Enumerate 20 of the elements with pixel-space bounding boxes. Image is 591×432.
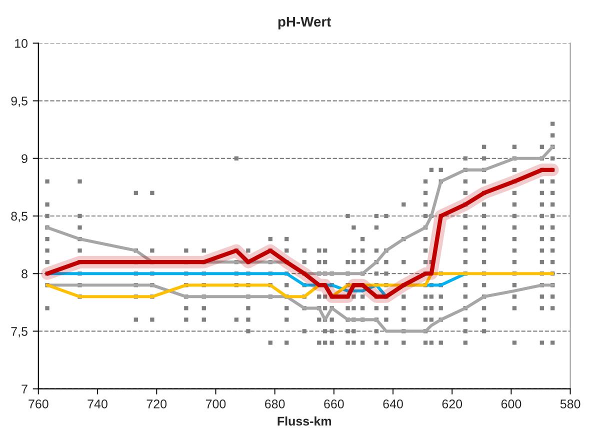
x-tick-label: 660 — [324, 400, 344, 408]
x-tick-label: 620 — [442, 400, 462, 408]
y-tick-label: 8 — [22, 269, 28, 278]
y-tick-label: 8,5 — [11, 212, 28, 222]
y-tick-label: 7,5 — [11, 327, 28, 338]
x-tick-label: 640 — [383, 400, 403, 408]
x-axis-title: Fluss-km — [278, 416, 332, 426]
y-tick-label: 9,5 — [11, 96, 28, 107]
y-tick-label: 9 — [22, 154, 28, 164]
x-tick-label: 600 — [501, 400, 522, 408]
x-tick-label: 760 — [28, 400, 48, 408]
line-series — [46, 284, 554, 333]
x-tick-label: 720 — [146, 400, 167, 408]
y-tick-label: 7 — [22, 384, 28, 394]
x-tick-label: 700 — [206, 400, 226, 408]
chart-title: pH-Wert — [278, 16, 332, 30]
x-tick-label: 580 — [560, 400, 580, 408]
y-tick-label: 10 — [15, 39, 28, 48]
x-tick-label: 740 — [88, 400, 108, 408]
x-tick-label: 680 — [265, 400, 285, 408]
